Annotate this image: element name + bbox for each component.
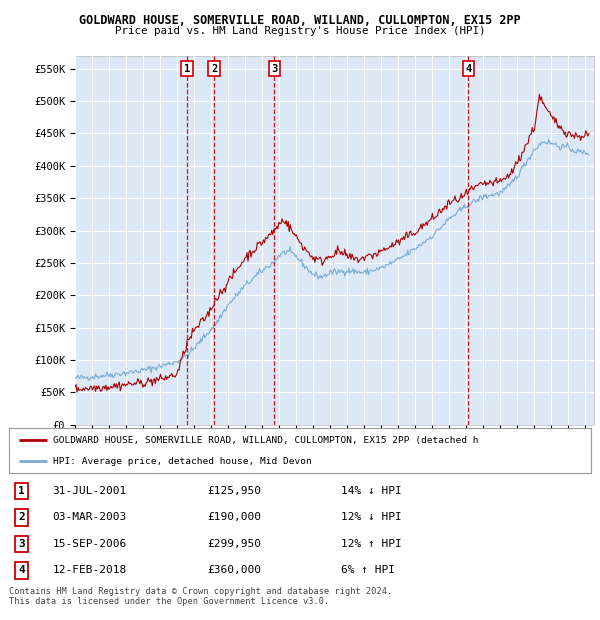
- Text: 4: 4: [465, 64, 472, 74]
- Text: 2: 2: [211, 64, 217, 74]
- Text: 12% ↓ HPI: 12% ↓ HPI: [341, 513, 401, 523]
- Text: HPI: Average price, detached house, Mid Devon: HPI: Average price, detached house, Mid …: [53, 457, 311, 466]
- Text: 31-JUL-2001: 31-JUL-2001: [53, 486, 127, 496]
- Text: £190,000: £190,000: [207, 513, 261, 523]
- Text: 3: 3: [19, 539, 25, 549]
- Text: 6% ↑ HPI: 6% ↑ HPI: [341, 565, 395, 575]
- Text: 2: 2: [19, 513, 25, 523]
- Text: 14% ↓ HPI: 14% ↓ HPI: [341, 486, 401, 496]
- Text: 4: 4: [19, 565, 25, 575]
- Text: GOLDWARD HOUSE, SOMERVILLE ROAD, WILLAND, CULLOMPTON, EX15 2PP: GOLDWARD HOUSE, SOMERVILLE ROAD, WILLAND…: [79, 14, 521, 27]
- Text: £299,950: £299,950: [207, 539, 261, 549]
- Text: 3: 3: [271, 64, 277, 74]
- Text: 03-MAR-2003: 03-MAR-2003: [53, 513, 127, 523]
- Text: 12% ↑ HPI: 12% ↑ HPI: [341, 539, 401, 549]
- Text: £360,000: £360,000: [207, 565, 261, 575]
- Text: Contains HM Land Registry data © Crown copyright and database right 2024.: Contains HM Land Registry data © Crown c…: [9, 587, 392, 596]
- Text: 15-SEP-2006: 15-SEP-2006: [53, 539, 127, 549]
- Text: 12-FEB-2018: 12-FEB-2018: [53, 565, 127, 575]
- Text: Price paid vs. HM Land Registry's House Price Index (HPI): Price paid vs. HM Land Registry's House …: [115, 26, 485, 36]
- Text: £125,950: £125,950: [207, 486, 261, 496]
- Text: GOLDWARD HOUSE, SOMERVILLE ROAD, WILLAND, CULLOMPTON, EX15 2PP (detached h: GOLDWARD HOUSE, SOMERVILLE ROAD, WILLAND…: [53, 435, 478, 445]
- Text: This data is licensed under the Open Government Licence v3.0.: This data is licensed under the Open Gov…: [9, 597, 329, 606]
- Text: 1: 1: [184, 64, 190, 74]
- Text: 1: 1: [19, 486, 25, 496]
